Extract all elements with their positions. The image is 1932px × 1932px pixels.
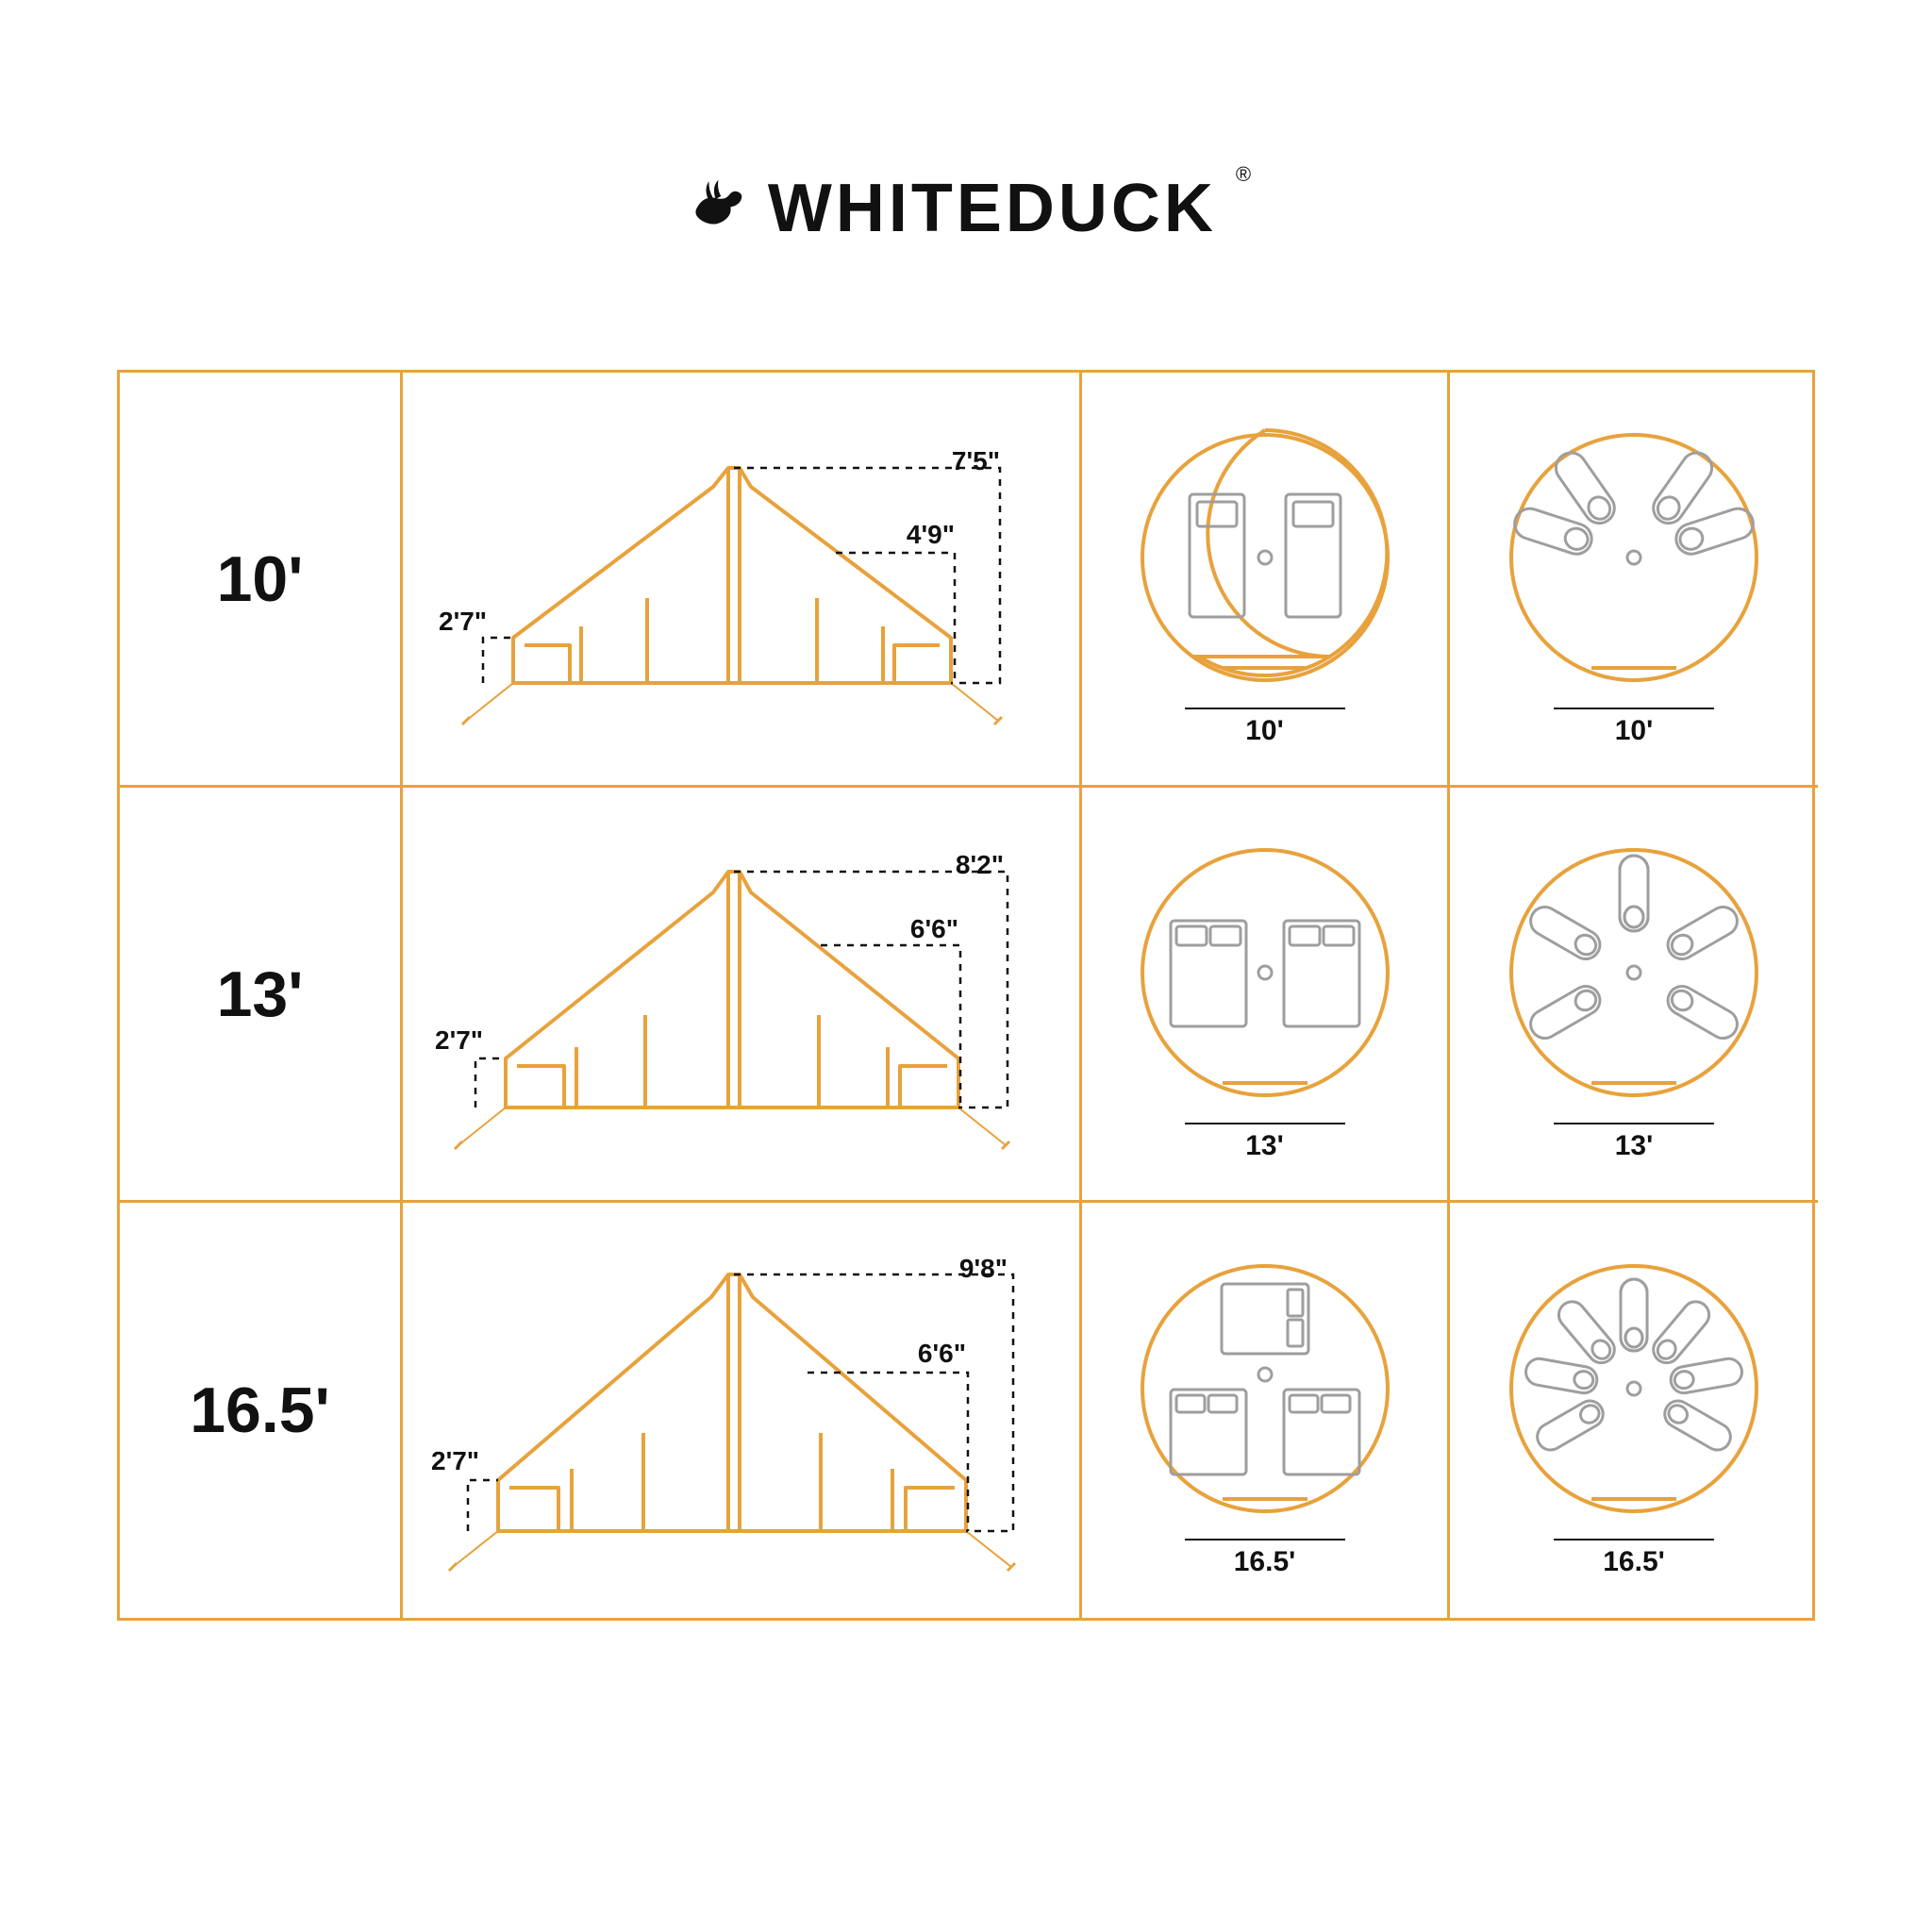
size-chart-table: 10' [117,370,1815,1621]
bag-layout-cell: 16.5' [1450,1203,1818,1618]
bag-layout-icon [1492,1242,1775,1525]
peak-height-label: 8'2" [956,850,1004,880]
brand-name: WHITEDUCK [768,170,1217,247]
table-row: 10' [120,373,1818,788]
wall-height-label: 2'7" [435,1025,483,1056]
bag-layout-icon [1492,411,1775,694]
bag-caption: 16.5' [1554,1539,1714,1578]
mid-height-label: 6'6" [918,1339,966,1369]
bag-layout-cell: 10' [1450,373,1818,785]
bed-layout-cell: 16.5' [1082,1203,1450,1618]
tent-profile-cell: 2'7" 7'5" 4'9" [403,373,1082,785]
size-cell: 13' [120,788,403,1200]
size-label: 16.5' [190,1374,330,1447]
bag-caption: 13' [1554,1123,1714,1162]
bag-layout-icon [1492,826,1775,1109]
bed-caption: 16.5' [1185,1539,1345,1578]
bed-layout-icon [1124,826,1407,1109]
bed-layout-icon [1124,1242,1407,1525]
tent-profile-cell: 2'7" 9'8" 6'6" [403,1203,1082,1618]
wall-height-label: 2'7" [439,607,487,637]
size-label: 10' [217,542,304,616]
bed-layout-cell: 13' [1082,788,1450,1200]
bag-layout-cell: 13' [1450,788,1818,1200]
mid-height-label: 6'6" [910,914,958,944]
size-label: 13' [217,958,304,1031]
wall-height-label: 2'7" [431,1446,479,1476]
peak-height-label: 7'5" [952,446,1000,476]
bed-layout-icon [1124,411,1407,694]
brand-registered: ® [1236,162,1251,187]
bed-layout-cell: 10' [1082,373,1450,785]
table-row: 16.5' 2'7" [120,1203,1818,1618]
mid-height-label: 4'9" [907,520,955,550]
bed-caption: 10' [1185,708,1345,747]
table-row: 13' 2'7" [120,788,1818,1203]
bag-caption: 10' [1554,708,1714,747]
peak-height-label: 9'8" [959,1254,1008,1284]
bed-caption: 13' [1185,1123,1345,1162]
brand-logo: WHITEDUCK ® [683,170,1249,247]
size-cell: 10' [120,373,403,785]
tent-profile-cell: 2'7" 8'2" 6'6" [403,788,1082,1200]
size-cell: 16.5' [120,1203,403,1618]
duck-icon [683,175,751,242]
tent-profile-icon [430,1231,1053,1590]
